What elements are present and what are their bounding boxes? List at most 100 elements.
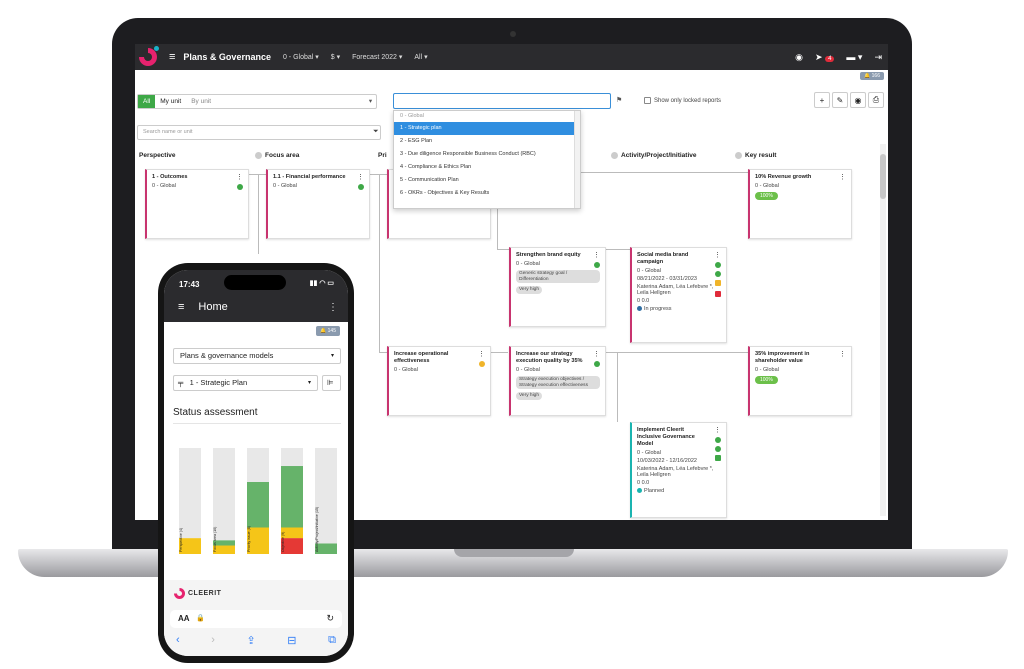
cleerit-logo-icon <box>174 588 185 599</box>
language-flag-icon[interactable]: ▬ ▾ <box>846 51 863 62</box>
bell-count-chip[interactable]: 🔔 166 <box>860 72 884 80</box>
bar-segment-2-1[interactable] <box>247 527 269 555</box>
card-brand-equity[interactable]: Strengthen brand equity 0 - Global Gener… <box>509 247 606 327</box>
unit-menu[interactable]: 0 - Global ▾ <box>282 54 319 61</box>
text-size-button[interactable]: AA <box>178 614 190 623</box>
back-icon[interactable]: ‹ <box>176 634 180 646</box>
collapse-icon[interactable] <box>255 152 262 159</box>
menu-icon[interactable]: ≡ <box>169 51 176 63</box>
forecast-menu[interactable]: Forecast 2022 ▾ <box>352 54 403 61</box>
more-icon[interactable]: ⋮ <box>328 301 338 313</box>
checkbox-box[interactable] <box>644 97 651 104</box>
tab-my-unit[interactable]: My unit <box>160 98 182 105</box>
user-icon[interactable]: ◉ <box>795 51 804 62</box>
scope-menu[interactable]: All ▾ <box>414 54 428 61</box>
card-menu-icon[interactable]: ⋮ <box>839 174 846 181</box>
print-icon[interactable]: ⎙ <box>868 92 884 108</box>
dropdown-option[interactable]: 0 - Global <box>400 113 424 119</box>
bar-segment-1-3[interactable] <box>213 448 235 541</box>
card-shareholder-value[interactable]: 35% improvement in shareholder value 0 -… <box>748 346 852 416</box>
card-menu-icon[interactable]: ⋮ <box>593 351 600 358</box>
card-outcomes[interactable]: 1 - Outcomes 0 - Global ⋮ <box>145 169 249 239</box>
currency-menu[interactable]: $ ▾ <box>330 54 341 61</box>
dropdown-option[interactable]: 4 - Compliance & Ethics Plan <box>400 164 472 170</box>
tabs-icon[interactable]: ⧉ <box>328 634 336 646</box>
connector <box>617 352 618 422</box>
add-icon[interactable]: + <box>814 92 830 108</box>
dropdown-option[interactable]: 2 - ESG Plan <box>400 138 433 144</box>
goal-tag: Strategy execution objectives / Strategy… <box>516 376 600 389</box>
dropdown-option-selected[interactable]: 1 - Strategic plan <box>394 122 580 135</box>
notifications-button[interactable]: ➤ 4 <box>815 52 835 63</box>
bar-segment-3-0[interactable] <box>281 538 303 554</box>
tab-all[interactable]: All <box>138 95 156 108</box>
laptop-notch <box>454 549 574 557</box>
bar-segment-0-1[interactable] <box>179 538 201 554</box>
collapse-icon[interactable] <box>735 152 742 159</box>
card-operational-effectiveness[interactable]: Increase operational effectiveness 0 - G… <box>387 346 491 416</box>
card-social-media-campaign[interactable]: Social media brand campaign 0 - Global 0… <box>630 247 727 343</box>
card-revenue-growth[interactable]: 10% Revenue growth 0 - Global 100% ⋮ <box>748 169 852 239</box>
collapse-icon[interactable] <box>611 152 618 159</box>
show-locked-checkbox[interactable]: Show only locked reports <box>644 97 721 104</box>
board-scrollbar-thumb[interactable] <box>880 154 886 199</box>
menu-icon[interactable]: ≡ <box>178 301 185 313</box>
card-menu-icon[interactable]: ⋮ <box>839 351 846 358</box>
connector <box>490 352 508 353</box>
safari-url-bar[interactable]: AA 🔒 ↻ <box>170 610 342 628</box>
clock: 17:43 <box>179 280 200 289</box>
card-menu-icon[interactable]: ⋮ <box>478 351 485 358</box>
bookmarks-icon[interactable]: ⊟ <box>287 635 297 647</box>
category-label: Priority issue (8) <box>247 526 251 552</box>
plan-search-input[interactable] <box>393 93 611 109</box>
bar-segment-2-3[interactable] <box>247 448 269 482</box>
bar-segment-1-2[interactable] <box>213 540 235 546</box>
card-inclusive-governance[interactable]: Implement Cleerit Inclusive Governance M… <box>630 422 727 518</box>
category-label: Objective (9) <box>281 532 285 552</box>
status-check-icon <box>715 271 721 277</box>
bar-segment-3-1[interactable] <box>281 527 303 539</box>
card-strategy-quality[interactable]: Increase our strategy execution quality … <box>509 346 606 416</box>
flag-icon[interactable]: ⚑ <box>616 97 623 104</box>
card-menu-icon[interactable]: ⋮ <box>236 174 243 181</box>
filter-icon[interactable]: ⏷ <box>373 128 379 135</box>
calendar-icon <box>715 280 721 286</box>
cleerit-logo-icon[interactable] <box>139 46 159 66</box>
goal-tag: Generic strategy goal / Differentiation <box>516 270 600 283</box>
bar-segment-4-2[interactable] <box>315 543 337 554</box>
card-menu-icon[interactable]: ⋮ <box>357 174 364 181</box>
reload-icon[interactable]: ↻ <box>326 613 334 623</box>
status-warning-icon <box>479 361 485 367</box>
by-unit-select[interactable]: By unit <box>186 95 376 108</box>
bar-segment-3-3[interactable] <box>281 448 303 467</box>
card-financial-performance[interactable]: 1.1 - Financial performance 0 - Global ⋮ <box>266 169 370 239</box>
edit-icon[interactable]: ✎ <box>832 92 848 108</box>
bar-segment-2-2[interactable] <box>247 481 269 528</box>
bar-segment-3-2[interactable] <box>281 466 303 528</box>
view-icon[interactable]: ◉ <box>850 92 866 108</box>
search-name-input[interactable]: Search name or unit <box>137 125 381 140</box>
bell-count-chip[interactable]: 🔔 145 <box>316 326 340 336</box>
status-dot-icon <box>637 306 642 312</box>
progress-badge: 100% <box>755 192 778 200</box>
status-check-icon <box>715 437 721 443</box>
models-select[interactable]: Plans & governance models ▾ <box>173 348 341 364</box>
dropdown-scrollbar[interactable] <box>574 111 580 208</box>
bar-segment-0-3[interactable] <box>179 448 201 539</box>
share-icon[interactable]: ⇪ <box>246 635 256 647</box>
dropdown-option[interactable]: 3 - Due diligence Responsible Business C… <box>400 151 536 157</box>
dropdown-option[interactable]: 5 - Communication Plan <box>400 177 459 183</box>
dropdown-option[interactable]: 6 - OKRs - Objectives & Key Results <box>400 190 490 196</box>
card-menu-icon[interactable]: ⋮ <box>593 252 600 259</box>
card-menu-icon[interactable]: ⋮ <box>714 427 721 434</box>
bar-segment-4-3[interactable] <box>315 448 337 544</box>
logout-icon[interactable]: ⇥ <box>874 51 882 62</box>
tree-view-button[interactable]: ⊫ <box>322 375 341 391</box>
plan-select[interactable]: ╤ 1 - Strategic Plan ▾ <box>173 375 318 391</box>
bar-segment-1-1[interactable] <box>213 545 235 554</box>
app-top-bar: ≡ Plans & Governance 0 - Global ▾ $ ▾ Fo… <box>135 44 888 70</box>
board-scrollbar[interactable] <box>880 144 886 516</box>
forward-icon[interactable]: › <box>211 634 215 646</box>
signal-wifi-battery-icon: ▮▮ ◠ ▭ <box>309 280 334 287</box>
card-menu-icon[interactable]: ⋮ <box>714 252 721 259</box>
